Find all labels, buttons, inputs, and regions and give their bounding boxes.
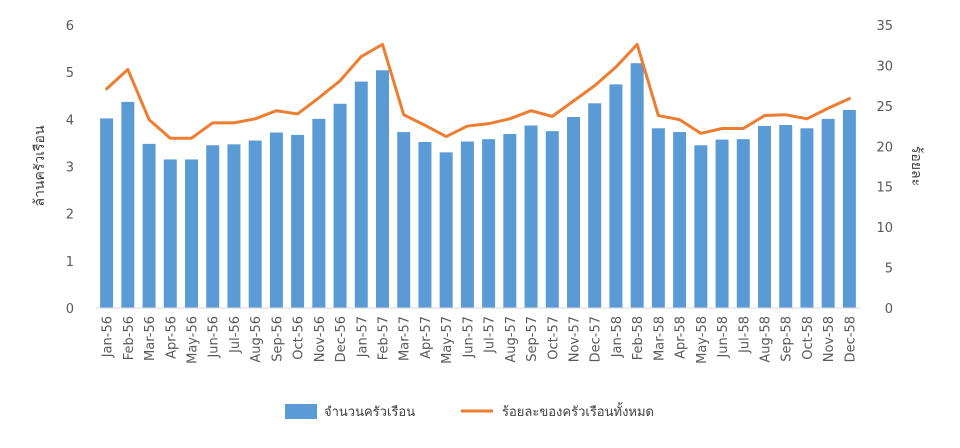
bar-Nov-57 — [567, 116, 580, 308]
right-y-tick-labels: 0 5 10 15 20 25 30 35 — [876, 19, 893, 317]
left-y-tick-2: 2 — [66, 208, 74, 223]
x-tick-Dec-57: Dec-57 — [589, 316, 604, 362]
legend-bar-swatch — [285, 404, 317, 419]
x-tick-labels: Jan-56 Feb-56 Mar-56 Apr-56 May-56 Jun-56 Jul-… — [101, 316, 859, 364]
right-y-tick-15: 15 — [876, 181, 893, 196]
left-y-tick-3: 3 — [66, 161, 74, 176]
x-tick-Jul-57: Jul-57 — [483, 316, 498, 354]
x-tick-Dec-58: Dec-58 — [843, 316, 858, 362]
bar-Jul-56 — [227, 144, 241, 308]
right-y-tick-10: 10 — [876, 221, 893, 236]
bar-series — [100, 63, 856, 309]
x-tick-Jul-58: Jul-58 — [737, 316, 752, 354]
right-axis-title: ร้อยละ — [908, 146, 924, 186]
x-tick-Dec-56: Dec-56 — [334, 316, 349, 362]
bar-Feb-58 — [630, 63, 644, 309]
bar-Jun-57 — [460, 141, 474, 308]
x-tick-Feb-56: Feb-56 — [122, 316, 137, 360]
bar-Oct-58 — [800, 128, 814, 308]
right-y-tick-35: 35 — [876, 19, 893, 34]
x-tick-Sep-56: Sep-56 — [270, 316, 285, 362]
x-tick-May-58: May-58 — [695, 316, 710, 364]
left-y-tick-4: 4 — [66, 113, 74, 128]
bar-Dec-58 — [842, 109, 856, 309]
bar-Jul-58 — [736, 139, 750, 308]
x-tick-May-56: May-56 — [186, 316, 201, 364]
bar-Mar-57 — [397, 132, 411, 308]
x-tick-Mar-56: Mar-56 — [143, 316, 158, 361]
x-tick-Sep-57: Sep-57 — [525, 316, 540, 362]
bar-May-57 — [439, 152, 453, 308]
bar-Dec-57 — [588, 103, 602, 308]
right-y-tick-30: 30 — [876, 59, 893, 74]
bar-May-56 — [185, 159, 198, 308]
right-y-tick-20: 20 — [876, 140, 893, 155]
bar-Feb-56 — [121, 101, 135, 308]
bar-Dec-56 — [333, 103, 347, 309]
bar-Mar-58 — [651, 128, 665, 308]
bar-Oct-57 — [545, 131, 559, 309]
right-y-tick-0: 0 — [885, 302, 893, 317]
line-series — [105, 42, 851, 140]
bar-Jan-57 — [354, 81, 368, 308]
bar-Sep-58 — [779, 124, 793, 309]
x-tick-Mar-57: Mar-57 — [398, 316, 413, 361]
x-tick-Jun-56: Jun-56 — [207, 316, 222, 359]
x-tick-Aug-58: Aug-58 — [759, 316, 774, 363]
bar-Jul-57 — [482, 139, 496, 308]
legend-line-label: ร้อยละของครัวเรือนทั้งหมด — [502, 402, 654, 420]
bar-Jan-58 — [609, 84, 623, 309]
bar-Apr-58 — [673, 132, 687, 308]
bar-Aug-58 — [758, 125, 771, 308]
x-tick-Mar-58: Mar-58 — [652, 316, 667, 361]
x-tick-Nov-57: Nov-57 — [568, 316, 583, 362]
right-y-tick-25: 25 — [876, 100, 893, 115]
x-tick-Jan-57: Jan-57 — [355, 316, 370, 358]
bar-Aug-56 — [248, 140, 262, 308]
x-tick-Aug-57: Aug-57 — [504, 316, 519, 363]
left-y-tick-5: 5 — [66, 66, 74, 81]
x-tick-Jun-57: Jun-57 — [461, 316, 476, 359]
x-tick-Apr-56: Apr-56 — [164, 316, 179, 359]
x-tick-Oct-58: Oct-58 — [801, 316, 816, 360]
x-tick-Jul-56: Jul-56 — [228, 316, 243, 354]
bar-May-58 — [694, 145, 708, 308]
left-y-tick-0: 0 — [66, 302, 74, 317]
bar-Nov-56 — [312, 118, 326, 308]
legend-bar-label: จำนวนครัวเรือน — [324, 404, 415, 420]
left-y-tick-1: 1 — [66, 255, 74, 270]
bar-Sep-57 — [524, 125, 538, 308]
bar-Aug-57 — [503, 133, 517, 308]
bar-Sep-56 — [269, 132, 283, 308]
bar-Jun-58 — [715, 139, 729, 308]
right-y-tick-5: 5 — [885, 262, 893, 277]
x-tick-Aug-56: Aug-56 — [249, 316, 264, 363]
x-tick-Jan-58: Jan-58 — [610, 316, 625, 358]
x-tick-Apr-57: Apr-57 — [419, 316, 434, 359]
x-tick-Nov-56: Nov-56 — [313, 316, 328, 362]
left-y-tick-6: 6 — [66, 19, 74, 34]
bar-Mar-56 — [142, 143, 156, 308]
bar-Nov-58 — [821, 118, 835, 308]
x-tick-Oct-57: Oct-57 — [546, 316, 561, 360]
x-tick-Sep-58: Sep-58 — [780, 316, 795, 362]
bar-Jun-56 — [206, 145, 220, 308]
bar-Apr-57 — [418, 141, 432, 308]
x-tick-Feb-57: Feb-57 — [377, 316, 392, 360]
x-tick-Jun-58: Jun-58 — [716, 316, 731, 359]
x-tick-Feb-58: Feb-58 — [631, 316, 646, 360]
bar-Oct-56 — [291, 134, 305, 308]
bar-Jan-56 — [100, 118, 114, 308]
legend: จำนวนครัวเรือน ร้อยละของครัวเรือนทั้งหมด — [285, 402, 654, 420]
bar-Feb-57 — [376, 70, 389, 308]
x-tick-Nov-58: Nov-58 — [822, 316, 837, 362]
x-tick-Apr-58: Apr-58 — [674, 316, 689, 359]
x-tick-Jan-56: Jan-56 — [101, 316, 116, 358]
x-tick-Oct-56: Oct-56 — [292, 316, 307, 360]
x-tick-May-57: May-57 — [440, 316, 455, 364]
bar-Apr-56 — [163, 159, 177, 308]
left-axis-title: ล้านครัวเรือน — [32, 125, 48, 206]
left-y-tick-labels: 0 1 2 3 4 5 6 — [66, 19, 74, 317]
